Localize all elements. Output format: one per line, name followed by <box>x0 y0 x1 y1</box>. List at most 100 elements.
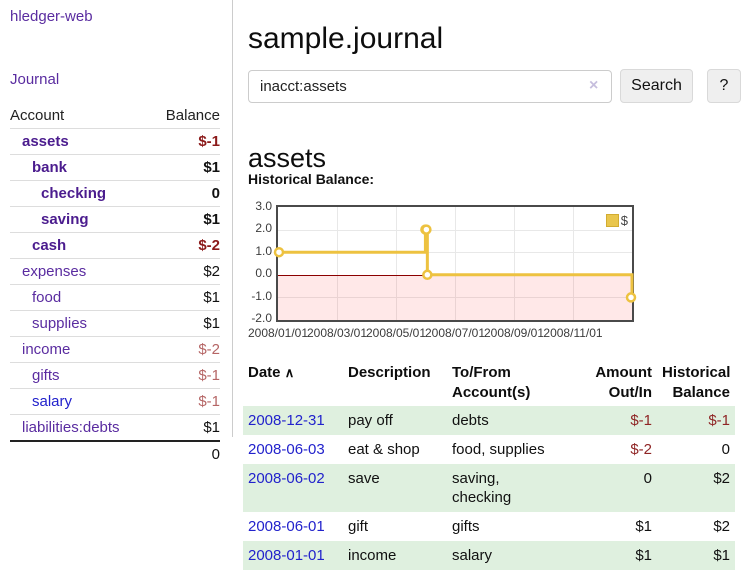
account-column-header: Account <box>10 107 65 124</box>
transaction-description: eat & shop <box>348 440 420 458</box>
chart-title: Historical Balance: <box>248 171 375 187</box>
transaction-amount: 0 <box>643 469 652 487</box>
sidebar-account-liabilities-debts[interactable]: liabilities:debts <box>22 419 120 436</box>
transaction-accounts: debts <box>452 411 489 429</box>
x-tick-label: 2008/03/01 <box>306 326 368 340</box>
y-tick-label: -1.0 <box>251 289 272 303</box>
x-tick-label: 2008/05/01 <box>365 326 427 340</box>
sidebar-account-expenses[interactable]: expenses <box>22 263 87 280</box>
transaction-description: income <box>348 546 397 564</box>
search-input[interactable] <box>248 70 612 103</box>
chart-legend: $ <box>605 213 628 228</box>
transaction-balance: $1 <box>713 546 730 564</box>
transaction-row: 2008-06-02 save saving, checking 0 $2 <box>243 463 735 512</box>
legend-swatch <box>605 214 619 227</box>
sidebar-account-gifts[interactable]: gifts <box>32 367 60 384</box>
account-table-header: Account Balance <box>10 103 220 129</box>
transaction-amount: $-2 <box>630 440 652 458</box>
transactions-header-row: Date ∧ Description To/From Account(s) Am… <box>243 361 735 406</box>
sidebar-account-assets[interactable]: assets <box>22 133 69 150</box>
sidebar: hledger-web Journal Account Balance asse… <box>0 0 233 463</box>
account-row: saving $1 <box>10 207 220 233</box>
account-table-total-row: 0 <box>10 440 220 467</box>
sidebar-account-supplies[interactable]: supplies <box>32 315 88 332</box>
transaction-row: 2008-12-31 pay off debts $-1 $-1 <box>243 405 735 435</box>
transaction-date-link[interactable]: 2008-06-02 <box>248 469 325 487</box>
account-row: food $1 <box>10 285 220 311</box>
gridline <box>396 207 397 320</box>
transaction-description: pay off <box>348 411 393 429</box>
transactions-table: Date ∧ Description To/From Account(s) Am… <box>243 361 735 570</box>
transaction-balance: 0 <box>721 440 730 458</box>
account-balance: $-1 <box>198 367 220 384</box>
sort-ascending-icon: ∧ <box>284 365 295 380</box>
y-tick-label: 3.0 <box>255 199 272 213</box>
negative-region <box>278 275 632 320</box>
transaction-accounts: gifts <box>452 517 480 535</box>
current-account-heading: assets <box>248 143 327 174</box>
account-balance: 0 <box>211 185 220 202</box>
app-title-link[interactable]: hledger-web <box>10 8 93 25</box>
sidebar-account-food[interactable]: food <box>32 289 62 306</box>
transaction-date-link[interactable]: 2008-12-31 <box>248 411 325 429</box>
amount-column-header: Amount Out/In <box>595 364 652 402</box>
transaction-balance: $2 <box>713 517 730 535</box>
historical-balance-chart[interactable]: $ <box>273 205 637 322</box>
sidebar-account-checking[interactable]: checking <box>41 185 107 202</box>
transaction-row: 2008-06-01 gift gifts $1 $2 <box>243 512 735 541</box>
search-button[interactable]: Search <box>620 69 693 103</box>
sidebar-item-journal[interactable]: Journal <box>10 71 60 88</box>
sidebar-account-salary[interactable]: salary <box>32 393 73 410</box>
transaction-amount: $1 <box>635 517 652 535</box>
account-row: cash $-2 <box>10 233 220 259</box>
sidebar-account-income[interactable]: income <box>22 341 71 358</box>
account-row: assets $-1 <box>10 129 220 155</box>
gridline <box>278 230 632 231</box>
page-title: sample.journal <box>248 22 444 56</box>
account-row: salary $-1 <box>10 389 220 415</box>
x-tick-label: 2008/01/01 <box>247 326 309 340</box>
gridline <box>455 207 456 320</box>
gridline <box>514 207 515 320</box>
account-balance: $-1 <box>198 133 220 150</box>
transaction-date-link[interactable]: 2008-01-01 <box>248 546 325 564</box>
balance-column-header: Balance <box>165 107 220 124</box>
date-column-header[interactable]: Date ∧ <box>248 364 295 381</box>
account-row: gifts $-1 <box>10 363 220 389</box>
transaction-balance: $-1 <box>708 411 730 429</box>
balance-column-header: Historical Balance <box>662 364 731 402</box>
account-balance: $1 <box>203 211 220 228</box>
account-row: bank $1 <box>10 155 220 181</box>
transaction-date-link[interactable]: 2008-06-03 <box>248 440 325 458</box>
clear-search-icon[interactable]: × <box>589 77 599 94</box>
account-balance: $-1 <box>198 393 220 410</box>
account-balance: $-2 <box>198 341 220 358</box>
sidebar-account-saving[interactable]: saving <box>41 211 89 228</box>
transaction-balance: $2 <box>713 469 730 487</box>
account-row: expenses $2 <box>10 259 220 285</box>
x-tick-label: 2008/11/01 <box>543 326 603 340</box>
account-balance: $1 <box>203 419 220 436</box>
account-balance: $2 <box>203 263 220 280</box>
account-row: checking 0 <box>10 181 220 207</box>
sidebar-account-cash[interactable]: cash <box>32 237 67 254</box>
account-balance: $1 <box>203 315 220 332</box>
help-button[interactable]: ? <box>707 69 741 103</box>
gridline <box>278 297 632 298</box>
account-column-header: To/From Account(s) <box>452 364 531 402</box>
transaction-description: gift <box>348 517 369 535</box>
transaction-amount: $1 <box>635 546 652 564</box>
gridline <box>573 207 574 320</box>
transaction-row: 2008-01-01 income salary $1 $1 <box>243 540 735 570</box>
x-tick-label: 2008/09/01 <box>483 326 545 340</box>
transaction-date-link[interactable]: 2008-06-01 <box>248 517 325 535</box>
transaction-accounts: food, supplies <box>452 440 545 458</box>
total-balance: 0 <box>211 446 220 463</box>
account-balance: $-2 <box>198 237 220 254</box>
y-tick-label: 0.0 <box>255 266 272 280</box>
account-row: liabilities:debts $1 <box>10 415 220 441</box>
transaction-amount: $-1 <box>630 411 652 429</box>
sidebar-account-bank[interactable]: bank <box>32 159 68 176</box>
y-tick-label: -2.0 <box>251 311 272 325</box>
balance-step-line <box>273 224 637 303</box>
